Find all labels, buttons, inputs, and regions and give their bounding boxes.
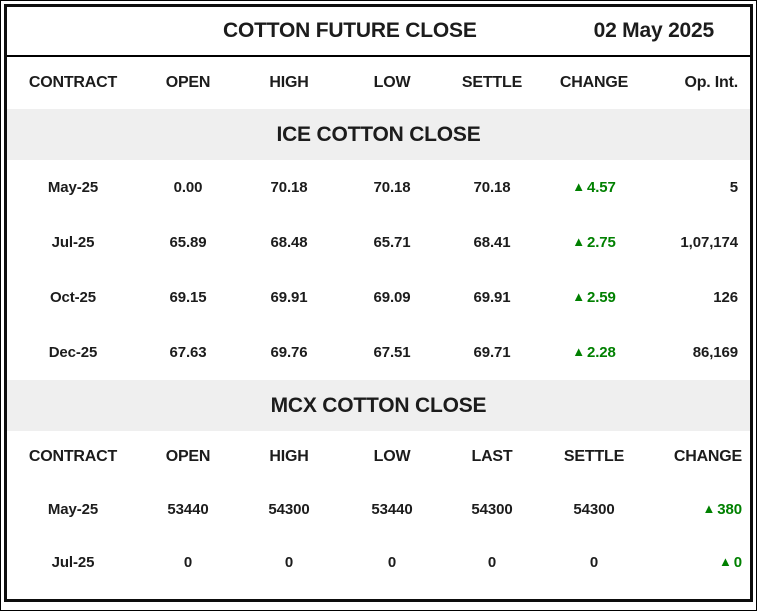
col-header-change: CHANGE bbox=[673, 448, 742, 465]
up-triangle-icon: ▲ bbox=[702, 501, 716, 516]
cotton-future-table: COTTON FUTURE CLOSE 02 May 2025 CONTRACT… bbox=[4, 4, 753, 602]
change-value: 2.28 bbox=[586, 344, 616, 361]
col-header-settle: SETTLE bbox=[461, 74, 523, 91]
op-int-cell: 1,07,174 bbox=[680, 234, 738, 251]
mcx-section-header: MCX COTTON CLOSE bbox=[7, 380, 750, 431]
ice-column-header-row: CONTRACT OPEN HIGH LOW SETTLE CHANGE Op.… bbox=[7, 57, 750, 109]
col-header-op-int: Op. Int. bbox=[684, 74, 738, 91]
high-cell: 54300 bbox=[268, 501, 310, 518]
table-row: Dec-25 67.63 69.76 67.51 69.71 ▲ 2.28 86,… bbox=[7, 325, 750, 380]
col-header-contract: CONTRACT bbox=[28, 74, 118, 91]
col-header-settle: SETTLE bbox=[563, 448, 625, 465]
col-header-open: OPEN bbox=[165, 74, 211, 91]
settle-cell: 54300 bbox=[573, 501, 615, 518]
change-value: 4.57 bbox=[586, 179, 616, 196]
table-row: May-25 0.00 70.18 70.18 70.18 ▲ 4.57 5 bbox=[7, 160, 750, 215]
up-triangle-icon: ▲ bbox=[572, 234, 585, 249]
change-value: 0 bbox=[733, 554, 742, 571]
op-int-cell: 86,169 bbox=[692, 344, 738, 361]
col-header-high: HIGH bbox=[269, 74, 309, 91]
table-row: Oct-25 69.15 69.91 69.09 69.91 ▲ 2.59 126 bbox=[7, 270, 750, 325]
table-row: May-25 53440 54300 53440 54300 54300 ▲ 38… bbox=[7, 483, 750, 536]
contract-cell: Oct-25 bbox=[49, 289, 97, 306]
open-cell: 65.89 bbox=[169, 234, 207, 251]
low-cell: 0 bbox=[387, 554, 397, 571]
high-cell: 0 bbox=[284, 554, 294, 571]
col-header-high: HIGH bbox=[269, 448, 309, 465]
last-cell: 0 bbox=[487, 554, 497, 571]
col-header-change: CHANGE bbox=[559, 74, 629, 91]
change-value: 380 bbox=[717, 501, 742, 518]
settle-cell: 68.41 bbox=[473, 234, 511, 251]
up-triangle-icon: ▲ bbox=[572, 289, 585, 304]
open-cell: 0 bbox=[183, 554, 193, 571]
contract-cell: Jul-25 bbox=[51, 554, 95, 571]
settle-cell: 0 bbox=[589, 554, 599, 571]
report-date: 02 May 2025 bbox=[593, 19, 715, 42]
low-cell: 69.09 bbox=[373, 289, 411, 306]
op-int-cell: 5 bbox=[729, 179, 738, 196]
contract-cell: May-25 bbox=[47, 179, 99, 196]
ice-section-header: ICE COTTON CLOSE bbox=[7, 109, 750, 160]
change-cell: ▲ 2.75 bbox=[541, 234, 647, 251]
contract-cell: Dec-25 bbox=[48, 344, 98, 361]
low-cell: 65.71 bbox=[373, 234, 411, 251]
title-row: COTTON FUTURE CLOSE 02 May 2025 bbox=[7, 7, 750, 57]
mcx-column-header-row: CONTRACT OPEN HIGH LOW LAST SETTLE CHANG… bbox=[7, 431, 750, 483]
op-int-cell: 126 bbox=[713, 289, 738, 306]
low-cell: 53440 bbox=[371, 501, 413, 518]
change-value: 2.59 bbox=[586, 289, 616, 306]
low-cell: 70.18 bbox=[373, 179, 411, 196]
low-cell: 67.51 bbox=[373, 344, 411, 361]
col-header-open: OPEN bbox=[165, 448, 211, 465]
high-cell: 68.48 bbox=[270, 234, 308, 251]
col-header-low: LOW bbox=[373, 448, 411, 465]
change-cell: ▲ 2.59 bbox=[541, 289, 647, 306]
settle-cell: 69.91 bbox=[473, 289, 511, 306]
col-header-last: LAST bbox=[471, 448, 513, 465]
ice-section-title: ICE COTTON CLOSE bbox=[276, 122, 481, 146]
open-cell: 69.15 bbox=[169, 289, 207, 306]
table-row: Jul-25 0 0 0 0 0 ▲ 0 bbox=[7, 536, 750, 589]
up-triangle-icon: ▲ bbox=[572, 344, 585, 359]
open-cell: 0.00 bbox=[173, 179, 203, 196]
open-cell: 53440 bbox=[167, 501, 209, 518]
change-cell: ▲ 380 bbox=[647, 501, 750, 518]
high-cell: 69.76 bbox=[270, 344, 308, 361]
change-value: 2.75 bbox=[586, 234, 616, 251]
change-cell: ▲ 2.28 bbox=[541, 344, 647, 361]
change-cell: ▲ 4.57 bbox=[541, 179, 647, 196]
col-header-contract: CONTRACT bbox=[28, 448, 118, 465]
page-title: COTTON FUTURE CLOSE bbox=[223, 19, 477, 42]
up-triangle-icon: ▲ bbox=[572, 179, 585, 194]
mcx-section-title: MCX COTTON CLOSE bbox=[270, 393, 487, 417]
settle-cell: 70.18 bbox=[473, 179, 511, 196]
settle-cell: 69.71 bbox=[473, 344, 511, 361]
high-cell: 70.18 bbox=[270, 179, 308, 196]
high-cell: 69.91 bbox=[270, 289, 308, 306]
contract-cell: May-25 bbox=[47, 501, 99, 518]
up-triangle-icon: ▲ bbox=[718, 554, 732, 569]
open-cell: 67.63 bbox=[169, 344, 207, 361]
change-cell: ▲ 0 bbox=[647, 554, 750, 571]
col-header-low: LOW bbox=[373, 74, 411, 91]
table-row: Jul-25 65.89 68.48 65.71 68.41 ▲ 2.75 1,0… bbox=[7, 215, 750, 270]
contract-cell: Jul-25 bbox=[51, 234, 95, 251]
last-cell: 54300 bbox=[471, 501, 513, 518]
